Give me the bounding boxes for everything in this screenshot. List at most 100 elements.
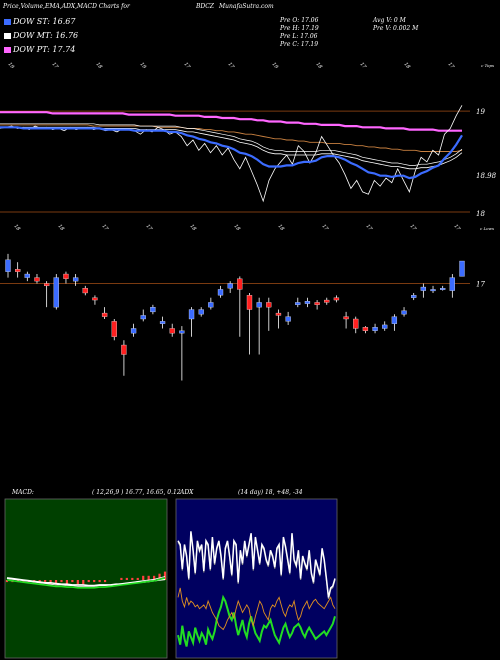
top-label: c Tops [481, 63, 494, 68]
candle-body [237, 278, 243, 290]
macd-params: ( 12,26,9 ) 16.77, 16.65, 0.12 [92, 489, 181, 496]
legend-label: DOW MT: 16.76 [13, 31, 79, 40]
candle-body [169, 328, 175, 334]
top-tick-label: 17 [358, 61, 367, 70]
candle-body [217, 289, 224, 296]
candle-body [440, 288, 446, 290]
adx-params: (14 day) 18, +48, -34 [238, 489, 303, 496]
top-tick-label: 17 [452, 223, 461, 232]
top-tick-label: 17 [226, 61, 235, 70]
candle-body [401, 310, 407, 315]
candle-body [92, 297, 98, 301]
top-label: c Lows [480, 226, 494, 231]
top-tick-label: 18 [314, 61, 323, 70]
candle-body [420, 286, 427, 291]
candle-body [324, 299, 330, 303]
ema-mid-upper-line [0, 123, 463, 166]
candle-body [333, 297, 340, 301]
top-tick-label: 17 [50, 61, 59, 70]
top-tick-label: 17 [144, 223, 153, 232]
candle-body [411, 295, 417, 298]
price-axis-label: 18 [476, 210, 485, 218]
top-tick-label: 18 [12, 223, 21, 232]
candle-body [198, 309, 204, 315]
legend-label: DOW PT: 17.74 [13, 45, 76, 54]
stat-low: Pre L: 17.06 [280, 33, 318, 40]
macd-line [6, 576, 166, 587]
candle-body [285, 316, 291, 322]
candle-body [362, 327, 369, 331]
top-tick-label: 19 [138, 61, 147, 70]
legend-swatch-magenta [4, 47, 11, 53]
stat-high: Pre H: 17.19 [280, 25, 319, 32]
price-axis-label: 17 [476, 281, 485, 289]
series-line-ema-trend [0, 111, 462, 132]
top-tick-label: 18 [188, 223, 197, 232]
candle-body [111, 321, 117, 337]
candle-body [382, 324, 388, 329]
candle-body [43, 283, 50, 287]
top-tick-label: 17 [320, 223, 329, 232]
stat-close: Pre C: 17.19 [280, 41, 319, 48]
chart-title: Price,Volume,EMA,ADX,MACD Charts for [3, 3, 130, 10]
candle-body [372, 327, 378, 331]
candle-body [82, 288, 88, 294]
legend-dow-mt: DOW MT: 16.76 [4, 31, 78, 40]
candle-body [150, 307, 156, 313]
adx-series-adx [177, 531, 336, 598]
top-tick-label: 17 [408, 223, 417, 232]
price-axis-label: 19 [476, 108, 485, 116]
symbol-label: BDCZ [196, 3, 214, 10]
top-tick-label: 18 [402, 61, 411, 70]
legend-swatch-blue [4, 19, 11, 25]
series-line-ema-short [0, 126, 463, 180]
candle-body [130, 328, 137, 334]
candle-body [208, 302, 214, 308]
candle-body [34, 277, 40, 282]
candle-body [246, 295, 253, 310]
candle-body [121, 344, 127, 355]
candle-body [5, 259, 11, 272]
candle-body [15, 269, 21, 272]
macd-title: MACD: [11, 489, 34, 496]
top-tick-label: 17 [364, 223, 373, 232]
adx-title: ADX [179, 489, 194, 496]
top-tick-label: 18 [56, 223, 65, 232]
candle-body [266, 302, 272, 308]
legend-label: DOW ST: 16.67 [13, 17, 76, 26]
series-line-ema-long [0, 124, 463, 152]
macd-green-line [6, 577, 166, 589]
top-tick-label: 17 [182, 61, 191, 70]
stat-open: Pre O: 17.06 [280, 17, 319, 24]
candle-body [391, 316, 398, 324]
stat-avg-volume: Avg V: 0 M [373, 17, 406, 24]
top-tick-label: 19 [270, 61, 279, 70]
adx-series-plusdi [177, 594, 336, 647]
candle-body [430, 289, 436, 292]
candle-body [314, 302, 320, 305]
site-label: MunafaSutra.com [219, 3, 274, 10]
candle-body [63, 273, 69, 279]
candle-body [53, 277, 59, 308]
candle-body [101, 312, 108, 317]
top-tick-label: 17 [100, 223, 109, 232]
top-tick-label: 18 [94, 61, 103, 70]
candle-body [159, 321, 166, 324]
stat-pre-volume: Pre V: 0.002 M [373, 25, 419, 32]
adx-series-minusdi [177, 587, 336, 631]
top-tick-label: 18 [232, 223, 241, 232]
candle-body [449, 277, 455, 291]
candle-body [72, 277, 79, 282]
legend-swatch-white [4, 33, 11, 39]
adx-panel [175, 498, 338, 659]
candle-body [304, 301, 311, 304]
top-tick-label: 19 [6, 61, 15, 70]
candle-body [140, 315, 146, 320]
candle-body [256, 302, 262, 308]
candle-body [179, 330, 185, 334]
price-axis-label: 18.98 [476, 172, 497, 180]
series-line-price [0, 105, 463, 203]
candle-body [459, 260, 465, 277]
candle-body [188, 309, 195, 320]
